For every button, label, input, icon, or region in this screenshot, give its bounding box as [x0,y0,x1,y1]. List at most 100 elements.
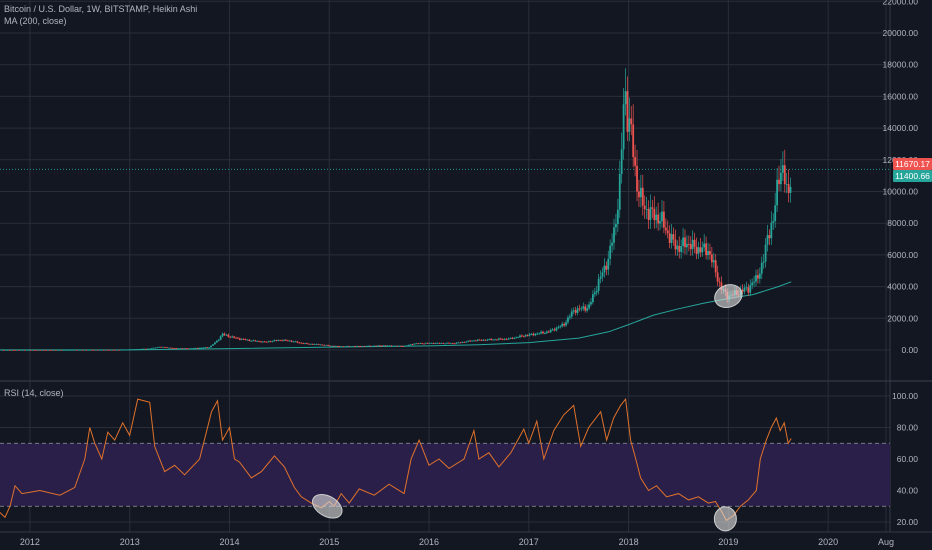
rsi-tick-label: 80.00 [897,423,919,433]
candle-body [131,349,134,351]
candle-body [359,346,362,347]
candle-body [757,275,759,279]
candle-body [110,349,113,351]
candle-body [474,340,477,342]
candle-body [565,322,567,326]
candle-body [476,339,479,341]
candle-body [413,343,416,345]
candle-body [396,345,399,347]
price-tag-lower: 11400.66 [893,170,932,182]
candle-body [319,344,322,346]
candle-body [123,349,126,351]
candle-body [542,331,544,334]
candle-body [340,346,343,348]
candle-body [778,179,780,185]
candle-body [576,308,579,313]
candle-body [440,343,443,344]
candle-body [496,339,498,341]
candle-body [521,335,523,337]
candle-body [666,230,669,234]
candle-body [645,209,648,210]
candle-body [678,245,681,252]
candle-body [463,341,466,343]
candle-body [755,275,757,282]
candle-body [248,339,251,341]
candle-body [231,336,234,338]
ma-legend[interactable]: MA (200, close) [4,16,67,26]
candle-body [160,346,163,348]
candle-body [417,343,420,345]
candle-body [162,346,164,348]
candle-body [426,342,429,344]
candle-body [265,341,268,343]
candle-body [615,224,617,228]
candle-body [450,343,452,345]
candle-body [555,327,558,331]
candle-body [102,349,105,351]
candle-body [112,349,115,351]
candle-body [279,340,282,342]
candle-body [271,341,274,342]
candle-body [758,273,761,279]
price-tick-label: 0.00 [901,345,918,355]
candle-body [233,336,235,338]
rsi-legend[interactable]: RSI (14, close) [4,388,64,398]
candle-body [290,340,293,342]
candle-body [451,343,454,345]
candle-body [24,349,26,351]
candle-body [641,187,644,206]
candle-body [215,340,218,343]
candle-body [298,342,301,344]
candle-body [135,349,138,350]
candle-body [639,187,642,198]
candle-body [682,237,684,247]
candle-body [567,317,569,323]
candle-body [436,342,439,344]
candle-body [144,348,147,350]
candle-body [446,342,448,344]
candle-body [680,246,683,252]
candle-body [43,349,46,351]
candle-body [355,346,358,347]
candle-body [146,348,149,350]
candle-body [31,349,34,351]
candle-body [77,349,80,351]
candle-body [237,337,239,339]
candle-body [482,339,485,341]
chart-title[interactable]: Bitcoin / U.S. Dollar, 1W, BITSTAMP, Hei… [4,4,198,14]
candle-body [217,339,220,341]
candle-body [528,334,531,336]
candle-body [219,336,222,340]
candle-body [561,323,564,327]
candle-body [559,326,562,328]
candle-body [676,245,679,250]
candle-body [143,348,145,350]
candle-body [432,343,435,344]
candle-body [563,323,566,326]
candle-body [515,337,518,339]
candle-body [628,118,631,132]
candle-body [85,349,88,351]
candle-body [221,333,224,337]
candle-body [192,348,195,349]
candle-body [657,214,660,224]
candle-body [530,333,533,335]
candle-series [1,68,792,351]
candle-body [630,118,633,125]
candle-body [534,333,537,336]
candle-body [325,344,328,346]
candle-body [373,345,376,347]
candle-body [425,342,427,344]
candle-body [267,341,270,343]
candle-body [687,243,690,245]
candle-body [701,247,704,253]
candle-body [465,341,468,343]
candle-body [189,348,191,350]
highlights [312,284,743,532]
candle-body [261,341,264,343]
candle-body [10,349,13,351]
rsi-tick-label: 20.00 [897,517,919,527]
candle-body [2,349,5,351]
candle-body [699,247,702,253]
candle-body [760,262,763,274]
